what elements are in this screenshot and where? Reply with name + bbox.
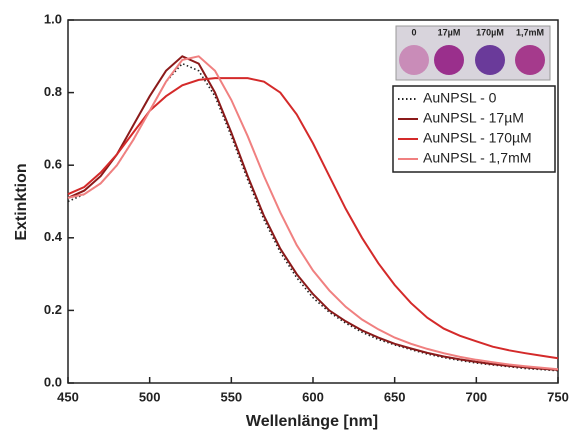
line-series (67, 55, 559, 371)
inset-label: 1,7mM (516, 27, 544, 37)
well (399, 45, 429, 75)
x-tick-label: 700 (465, 389, 487, 404)
y-tick-label: 0.6 (44, 157, 62, 172)
x-axis-label: Wellenlänge [nm] (246, 413, 378, 430)
y-tick-label: 0.2 (44, 302, 62, 317)
y-tick-label: 1.0 (44, 11, 62, 26)
x-tick-label: 650 (384, 389, 406, 404)
well (515, 45, 545, 75)
inset-label: 17µM (438, 27, 461, 37)
legend-label: AuNPSL - 1,7mM (423, 150, 531, 166)
inset-label: 170µM (476, 27, 504, 37)
inset-label: 0 (411, 27, 416, 37)
legend-label: AuNPSL - 0 (423, 90, 497, 106)
x-tick-label: 500 (139, 389, 161, 404)
legend-label: AuNPSL - 17µM (423, 110, 524, 126)
legend-label: AuNPSL - 170µM (423, 130, 532, 146)
line-series (67, 55, 559, 371)
inset-photo (395, 25, 551, 81)
x-tick-label: 600 (302, 389, 324, 404)
y-axis-label: Extinktion (13, 163, 30, 240)
y-tick-label: 0.8 (44, 84, 62, 99)
x-tick-label: 750 (547, 389, 569, 404)
legend-frame (392, 85, 556, 173)
y-tick-label: 0.0 (44, 374, 62, 389)
x-tick-label: 450 (57, 389, 79, 404)
y-tick-label: 0.4 (44, 229, 63, 244)
well (475, 45, 505, 75)
x-tick-label: 550 (220, 389, 242, 404)
well (434, 45, 464, 75)
